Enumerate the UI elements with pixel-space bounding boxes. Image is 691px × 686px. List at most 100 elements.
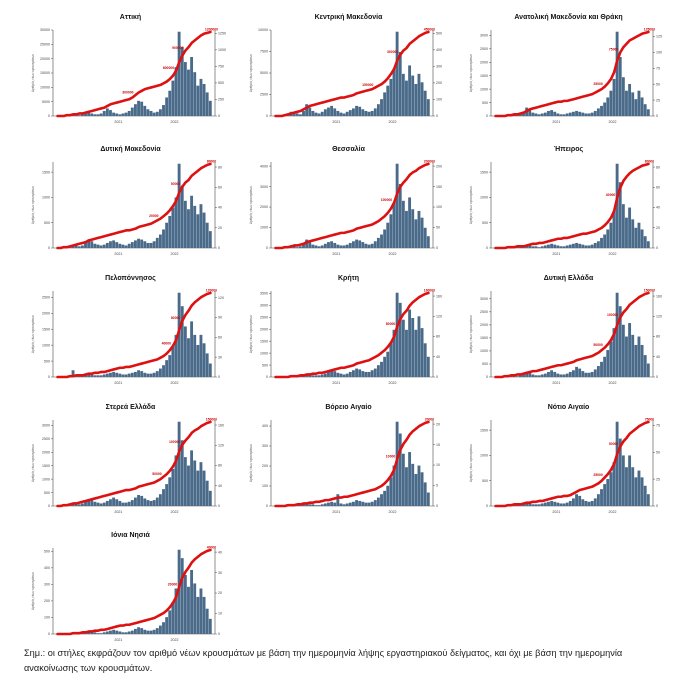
case-bar	[115, 242, 119, 248]
case-bar	[417, 210, 421, 248]
case-bar	[80, 245, 84, 248]
chart-title: Θεσσαλία	[332, 146, 365, 153]
case-bar	[423, 482, 427, 506]
chart-title: Αττική	[119, 14, 142, 21]
left-tick-label: 1000	[260, 351, 268, 355]
case-bar	[71, 370, 75, 377]
case-bar	[202, 596, 206, 634]
case-bar	[518, 114, 522, 116]
cumulative-annotation: 80000	[207, 160, 217, 164]
right-tick-label: 10	[218, 612, 222, 616]
case-bar	[568, 112, 572, 116]
case-bar	[205, 92, 209, 116]
case-bar	[174, 197, 178, 248]
left-tick-label: 500	[44, 359, 50, 363]
case-bar	[606, 229, 610, 248]
case-bar	[336, 110, 340, 116]
case-bar	[398, 183, 402, 248]
right-tick-label: 0	[656, 114, 658, 118]
case-bar	[581, 112, 585, 116]
case-bar	[152, 112, 156, 116]
case-bar	[336, 244, 340, 248]
case-bar	[380, 234, 383, 248]
case-bar	[606, 350, 610, 377]
case-bar	[317, 246, 321, 248]
case-bar	[152, 241, 156, 248]
case-bar	[311, 504, 315, 506]
cumulative-line	[56, 162, 212, 250]
left-tick-label: 100	[44, 616, 50, 620]
case-bar	[130, 500, 134, 506]
case-bar	[342, 374, 346, 377]
case-bar	[606, 97, 610, 116]
case-bar	[398, 302, 402, 377]
case-bar	[364, 371, 368, 377]
case-bar	[559, 374, 563, 377]
case-bar	[581, 499, 585, 506]
right-tick-label: 40	[656, 355, 660, 359]
case-bar	[140, 495, 144, 506]
left-tick-label: 10000	[40, 86, 50, 90]
case-bar	[411, 209, 415, 248]
right-tick-label: 200	[436, 164, 442, 168]
case-bar	[609, 472, 613, 506]
case-bar	[96, 114, 100, 116]
case-bar	[134, 497, 137, 506]
y-axis-label: Αριθμός νέων κρουσμάτων	[469, 314, 473, 353]
left-tick-label: 0	[486, 246, 488, 250]
right-tick-label: 150	[436, 185, 442, 189]
left-tick-label: 500	[482, 221, 488, 225]
right-tick-label: 200	[436, 81, 442, 85]
case-bar	[553, 244, 557, 248]
case-bar	[383, 229, 387, 248]
case-bar	[550, 500, 554, 506]
right-tick-label: 120	[218, 443, 224, 447]
case-bar	[323, 373, 327, 377]
left-tick-label: 2000	[260, 205, 268, 209]
chart-title: Δυτική Ελλάδα	[543, 275, 594, 282]
case-bar	[383, 356, 387, 377]
cumulative-annotation: 20000	[149, 214, 159, 218]
case-bar	[118, 373, 122, 377]
case-bar	[364, 110, 368, 116]
right-tick-label: 30	[218, 571, 222, 575]
case-bar	[327, 242, 330, 248]
left-tick-label: 1000	[260, 226, 268, 230]
case-bar	[330, 241, 334, 248]
case-bar	[190, 569, 194, 634]
case-bar	[348, 502, 352, 506]
case-bar	[637, 470, 641, 506]
right-tick-label: 80	[436, 335, 440, 339]
case-bar	[118, 631, 122, 634]
case-bar	[105, 500, 109, 506]
case-bar	[383, 490, 387, 506]
case-bar	[105, 631, 109, 634]
case-bar	[80, 503, 84, 506]
case-bar	[165, 360, 169, 377]
cumulative-annotation: 125000	[644, 28, 655, 32]
case-bar	[543, 245, 547, 248]
case-bar	[575, 110, 578, 116]
case-bar	[621, 455, 625, 506]
case-bar	[143, 241, 147, 248]
case-bar	[565, 502, 569, 506]
case-bar	[171, 207, 175, 248]
case-bar	[537, 375, 541, 377]
left-tick-label: 1500	[42, 327, 50, 331]
case-bar	[333, 108, 337, 116]
case-bar	[414, 83, 418, 116]
right-tick-label: 60	[218, 336, 222, 340]
case-bar	[96, 375, 100, 377]
y-axis-label: Αριθμός νέων κρουσμάτων	[31, 53, 35, 92]
case-bar	[587, 245, 591, 248]
case-bar	[392, 68, 396, 116]
right-tick-label: 90	[218, 316, 222, 320]
case-bar	[96, 633, 100, 634]
case-bar	[168, 215, 172, 248]
right-tick-label: 120	[436, 314, 442, 318]
x-tick-label: 2021	[114, 381, 122, 385]
cumulative-annotation: 120000	[206, 289, 217, 293]
cumulative-annotation: 50000	[171, 182, 181, 186]
chart-panel: Δυτική Μακεδονία Αριθμός νέων κρουσμάτων 0…	[28, 146, 233, 262]
chart-panel: Ανατολική Μακεδονία και Θράκη Αριθμός νέω…	[466, 14, 671, 130]
